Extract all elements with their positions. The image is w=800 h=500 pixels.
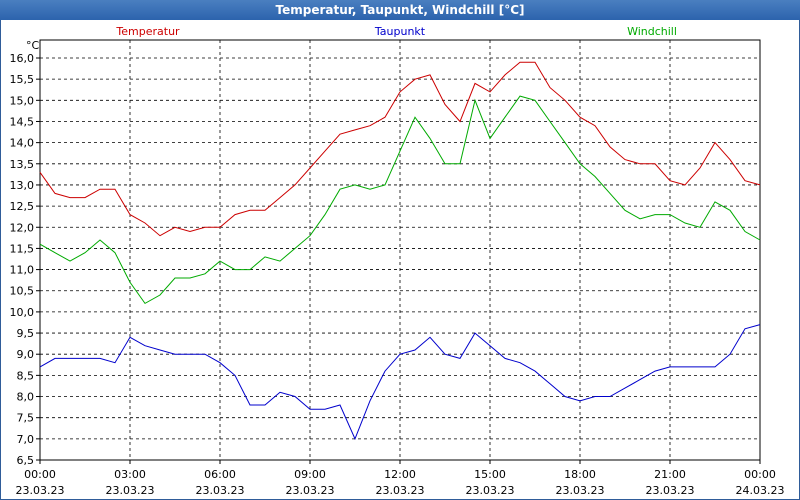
y-tick-label: 9,5 bbox=[17, 327, 35, 340]
x-tick-date: 24.03.23 bbox=[736, 484, 785, 497]
legend-windchill: Windchill bbox=[627, 25, 677, 38]
series-line-taupunkt bbox=[39, 324, 761, 441]
x-tick-date: 23.03.23 bbox=[106, 484, 155, 497]
y-tick-label: 13,0 bbox=[10, 179, 35, 192]
legend-taupunkt: Taupunkt bbox=[374, 25, 426, 38]
y-tick-label: 11,0 bbox=[10, 264, 35, 277]
y-tick-label: 12,5 bbox=[10, 200, 35, 213]
x-tick-time: 06:00 bbox=[204, 468, 236, 481]
y-tick-label: 10,0 bbox=[10, 306, 35, 319]
y-tick-label: 15,0 bbox=[10, 94, 35, 107]
series-line-windchill bbox=[39, 95, 761, 305]
x-tick-time: 12:00 bbox=[384, 468, 416, 481]
x-tick-time: 15:00 bbox=[474, 468, 506, 481]
x-tick-date: 23.03.23 bbox=[646, 484, 695, 497]
x-tick-date: 23.03.23 bbox=[466, 484, 515, 497]
y-tick-label: 11,5 bbox=[10, 242, 35, 255]
y-tick-label: 7,0 bbox=[17, 433, 35, 446]
x-tick-date: 23.03.23 bbox=[556, 484, 605, 497]
x-tick-date: 23.03.23 bbox=[286, 484, 335, 497]
y-tick-label: 14,5 bbox=[10, 115, 35, 128]
data-series bbox=[39, 61, 761, 441]
y-tick-label: 7,5 bbox=[17, 412, 35, 425]
y-tick-label: 8,0 bbox=[17, 391, 35, 404]
x-tick-date: 23.03.23 bbox=[16, 484, 65, 497]
x-tick-time: 00:00 bbox=[744, 468, 776, 481]
y-tick-label: 13,5 bbox=[10, 158, 35, 171]
series-line-temperatur bbox=[39, 61, 761, 237]
x-tick-date: 23.03.23 bbox=[376, 484, 425, 497]
chart-title: Temperatur, Taupunkt, Windchill [°C] bbox=[0, 0, 800, 20]
y-tick-label: 8,5 bbox=[17, 369, 35, 382]
y-tick-label: 16,0 bbox=[10, 52, 35, 65]
y-axis-ticks: 6,5 7,0 7,5 8,0 8,5 9,0 9,5 10,0 10,5 11,0 11,5 12,… bbox=[10, 52, 40, 467]
x-axis-ticks: 00:00 23.03.23 03:00 23.03.23 06:00 23.03.23 0… bbox=[16, 460, 785, 497]
x-tick-time: 03:00 bbox=[114, 468, 146, 481]
x-tick-time: 09:00 bbox=[294, 468, 326, 481]
x-tick-time: 00:00 bbox=[24, 468, 56, 481]
y-tick-label: 15,5 bbox=[10, 73, 35, 86]
y-tick-label: 14,0 bbox=[10, 137, 35, 150]
legend-temperatur: Temperatur bbox=[115, 25, 180, 38]
x-tick-time: 18:00 bbox=[564, 468, 596, 481]
y-tick-label: 6,5 bbox=[17, 454, 35, 467]
y-tick-label: 9,0 bbox=[17, 348, 35, 361]
x-tick-date: 23.03.23 bbox=[196, 484, 245, 497]
y-axis-unit: °C bbox=[26, 39, 40, 52]
y-tick-label: 10,5 bbox=[10, 285, 35, 298]
x-tick-time: 21:00 bbox=[654, 468, 686, 481]
y-tick-label: 12,0 bbox=[10, 221, 35, 234]
